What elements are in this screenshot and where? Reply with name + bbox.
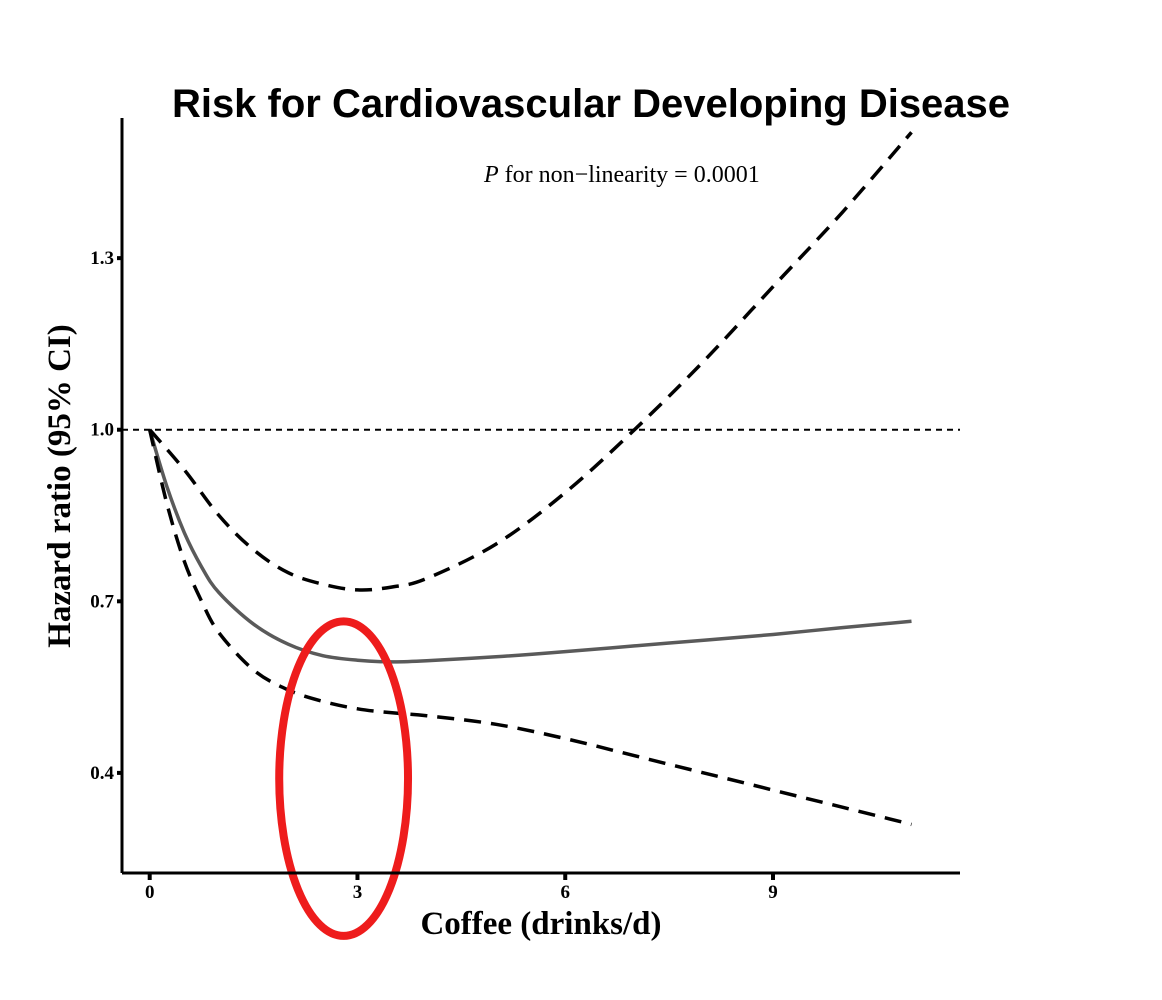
x-tick-label: 9 <box>768 882 778 903</box>
chart-annotation: P for non−linearity = 0.0001 <box>483 162 760 188</box>
y-tick-label: 0.4 <box>90 763 114 784</box>
highlight-ellipse <box>275 617 413 940</box>
annotation-p: P <box>483 162 499 188</box>
chart-title: Risk for Cardiovascular Developing Disea… <box>172 82 1010 126</box>
highlight-layer <box>275 617 413 940</box>
annotation-text: for non−linearity = 0.0001 <box>499 162 760 188</box>
ticks-layer: 0 3 6 9 0.4 0.7 1.0 1.3 <box>90 248 778 903</box>
series-line-upper-ci <box>148 131 913 592</box>
y-tick-label: 1.0 <box>90 420 114 441</box>
x-tick-label: 6 <box>560 882 570 903</box>
axes-layer <box>120 118 960 875</box>
x-axis-label: Coffee (drinks/d) <box>420 906 661 942</box>
y-tick-label: 0.7 <box>90 591 114 612</box>
series-layer <box>147 131 913 827</box>
series-line-lower-ci <box>147 429 912 827</box>
y-tick-label: 1.3 <box>90 248 114 269</box>
y-axis-label: Hazard ratio (95% CI) <box>42 324 78 648</box>
series-line-estimate <box>148 429 912 664</box>
x-tick-label: 0 <box>145 882 155 903</box>
x-tick-label: 3 <box>353 882 363 903</box>
